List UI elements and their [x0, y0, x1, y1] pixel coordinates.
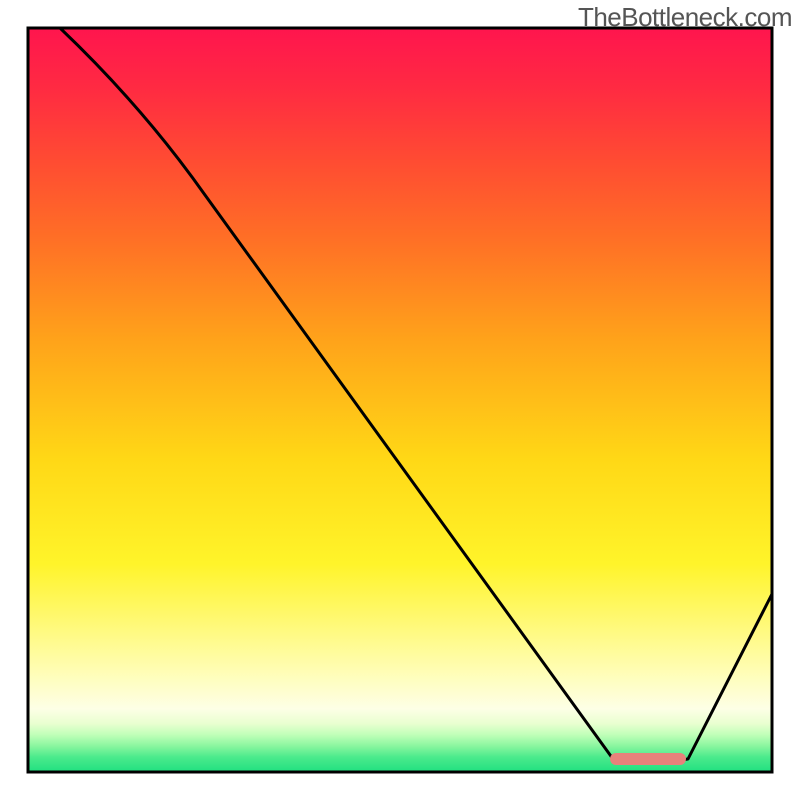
bottleneck-chart — [0, 0, 800, 800]
optimal-marker — [610, 753, 686, 765]
chart-container: TheBottleneck.com — [0, 0, 800, 800]
watermark-text: TheBottleneck.com — [578, 2, 792, 33]
gradient-background — [28, 28, 772, 772]
